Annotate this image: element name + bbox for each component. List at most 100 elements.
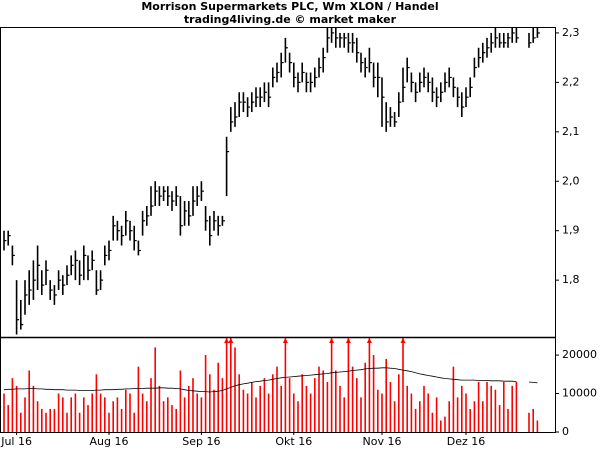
volume-bar (116, 397, 119, 432)
volume-bar (91, 393, 93, 432)
volume-bar (196, 393, 198, 432)
volume-bar (74, 393, 77, 432)
volume-bar (461, 385, 463, 432)
volume-bar (293, 393, 295, 432)
volume-bar (129, 393, 131, 432)
y-tick-label: 10000 (562, 387, 597, 400)
volume-bar (528, 412, 530, 432)
volume-bar (213, 389, 215, 432)
volume-bar (230, 338, 232, 432)
volume-bar (335, 370, 337, 432)
overflow-arrow (329, 338, 335, 343)
volume-bar (28, 370, 30, 432)
volume-bar (427, 393, 429, 432)
volume-bar (24, 397, 26, 432)
y-tick-label: 20000 (562, 348, 597, 361)
volume-bar (343, 397, 345, 432)
volume-bar (108, 412, 110, 432)
volume-bar (246, 393, 249, 432)
volume-bar (423, 385, 425, 432)
volume-bar (477, 382, 480, 432)
volume-bar (179, 370, 182, 432)
volume-bar (255, 397, 257, 432)
x-tick-label: Jul 16 (0, 435, 32, 448)
volume-bar (515, 382, 518, 432)
volume-bar (32, 385, 35, 432)
volume-bar (171, 405, 173, 432)
volume-bar (435, 397, 438, 432)
y-tick-label: 0 (562, 425, 569, 438)
volume-bar (209, 374, 211, 432)
volume-bar (99, 393, 102, 432)
x-tick-label: Nov 16 (363, 435, 402, 448)
moving-average-line (3, 367, 538, 393)
x-tick-label: Dez 16 (447, 435, 486, 448)
volume-bar (431, 412, 434, 432)
y-tick-label: 2,3 (562, 26, 580, 39)
volume-bar (57, 393, 60, 432)
volume-bar (398, 374, 400, 432)
volume-bar (414, 408, 417, 432)
volume-bar (221, 378, 224, 432)
overflow-arrow (345, 338, 351, 343)
volume-bar (263, 378, 266, 432)
volume-bar (360, 397, 362, 432)
volume-bar (183, 397, 186, 432)
volume-bar (87, 405, 89, 432)
volume-bar (125, 389, 127, 432)
volume-bar (309, 393, 312, 432)
volume-bar (146, 401, 148, 432)
volume-bar (242, 389, 245, 432)
y-tick-label: 1,9 (562, 224, 580, 237)
volume-bar (284, 338, 287, 432)
volume-bar (440, 420, 442, 432)
volume-bar (448, 401, 450, 432)
volume-bar (381, 393, 383, 432)
y-tick-label: 1,8 (562, 273, 580, 286)
volume-bar (120, 408, 123, 432)
volume-bar (347, 338, 350, 432)
volume-bar (192, 378, 194, 432)
volume-bar (318, 366, 320, 432)
volume-bar (532, 408, 534, 432)
volume-bar (410, 393, 413, 432)
volume-bar (200, 397, 203, 432)
volume-bar (175, 408, 177, 432)
overflow-arrow (282, 338, 288, 343)
volume-bar (15, 385, 18, 432)
plot-frame (0, 27, 556, 433)
overflow-arrow (224, 338, 230, 343)
overflow-arrow (228, 338, 234, 343)
volume-bar (368, 338, 371, 432)
volume-bar (486, 382, 488, 432)
volume-bar (53, 408, 56, 432)
chart-subtitle: trading4living.de © market maker (184, 13, 397, 26)
volume-bar (217, 362, 219, 432)
volume-bar (456, 397, 459, 432)
volume-bar (473, 401, 476, 432)
volume-bar (259, 385, 261, 432)
volume-bar (158, 385, 161, 432)
x-tick-label: Aug 16 (90, 435, 129, 448)
volume-bar (162, 401, 165, 432)
volume-bar (536, 420, 539, 432)
volume-bar (339, 385, 341, 432)
volume-bar (154, 347, 156, 432)
volume-bar (251, 382, 253, 432)
y-tick-label: 2,2 (562, 75, 580, 88)
volume-bar (167, 397, 169, 432)
volume-bar (225, 338, 228, 432)
volume-bar (276, 366, 278, 432)
volume-bar (393, 401, 396, 432)
volume-bar (356, 378, 358, 432)
overflow-arrow (400, 338, 406, 343)
volume-bar (11, 378, 14, 432)
volume-bar (469, 408, 471, 432)
volume-bar (7, 405, 9, 432)
volume-bar (83, 397, 85, 432)
volume-bar (482, 401, 484, 432)
volume-bar (364, 362, 366, 432)
volume-bar (490, 385, 492, 432)
volume-bar (62, 397, 64, 432)
